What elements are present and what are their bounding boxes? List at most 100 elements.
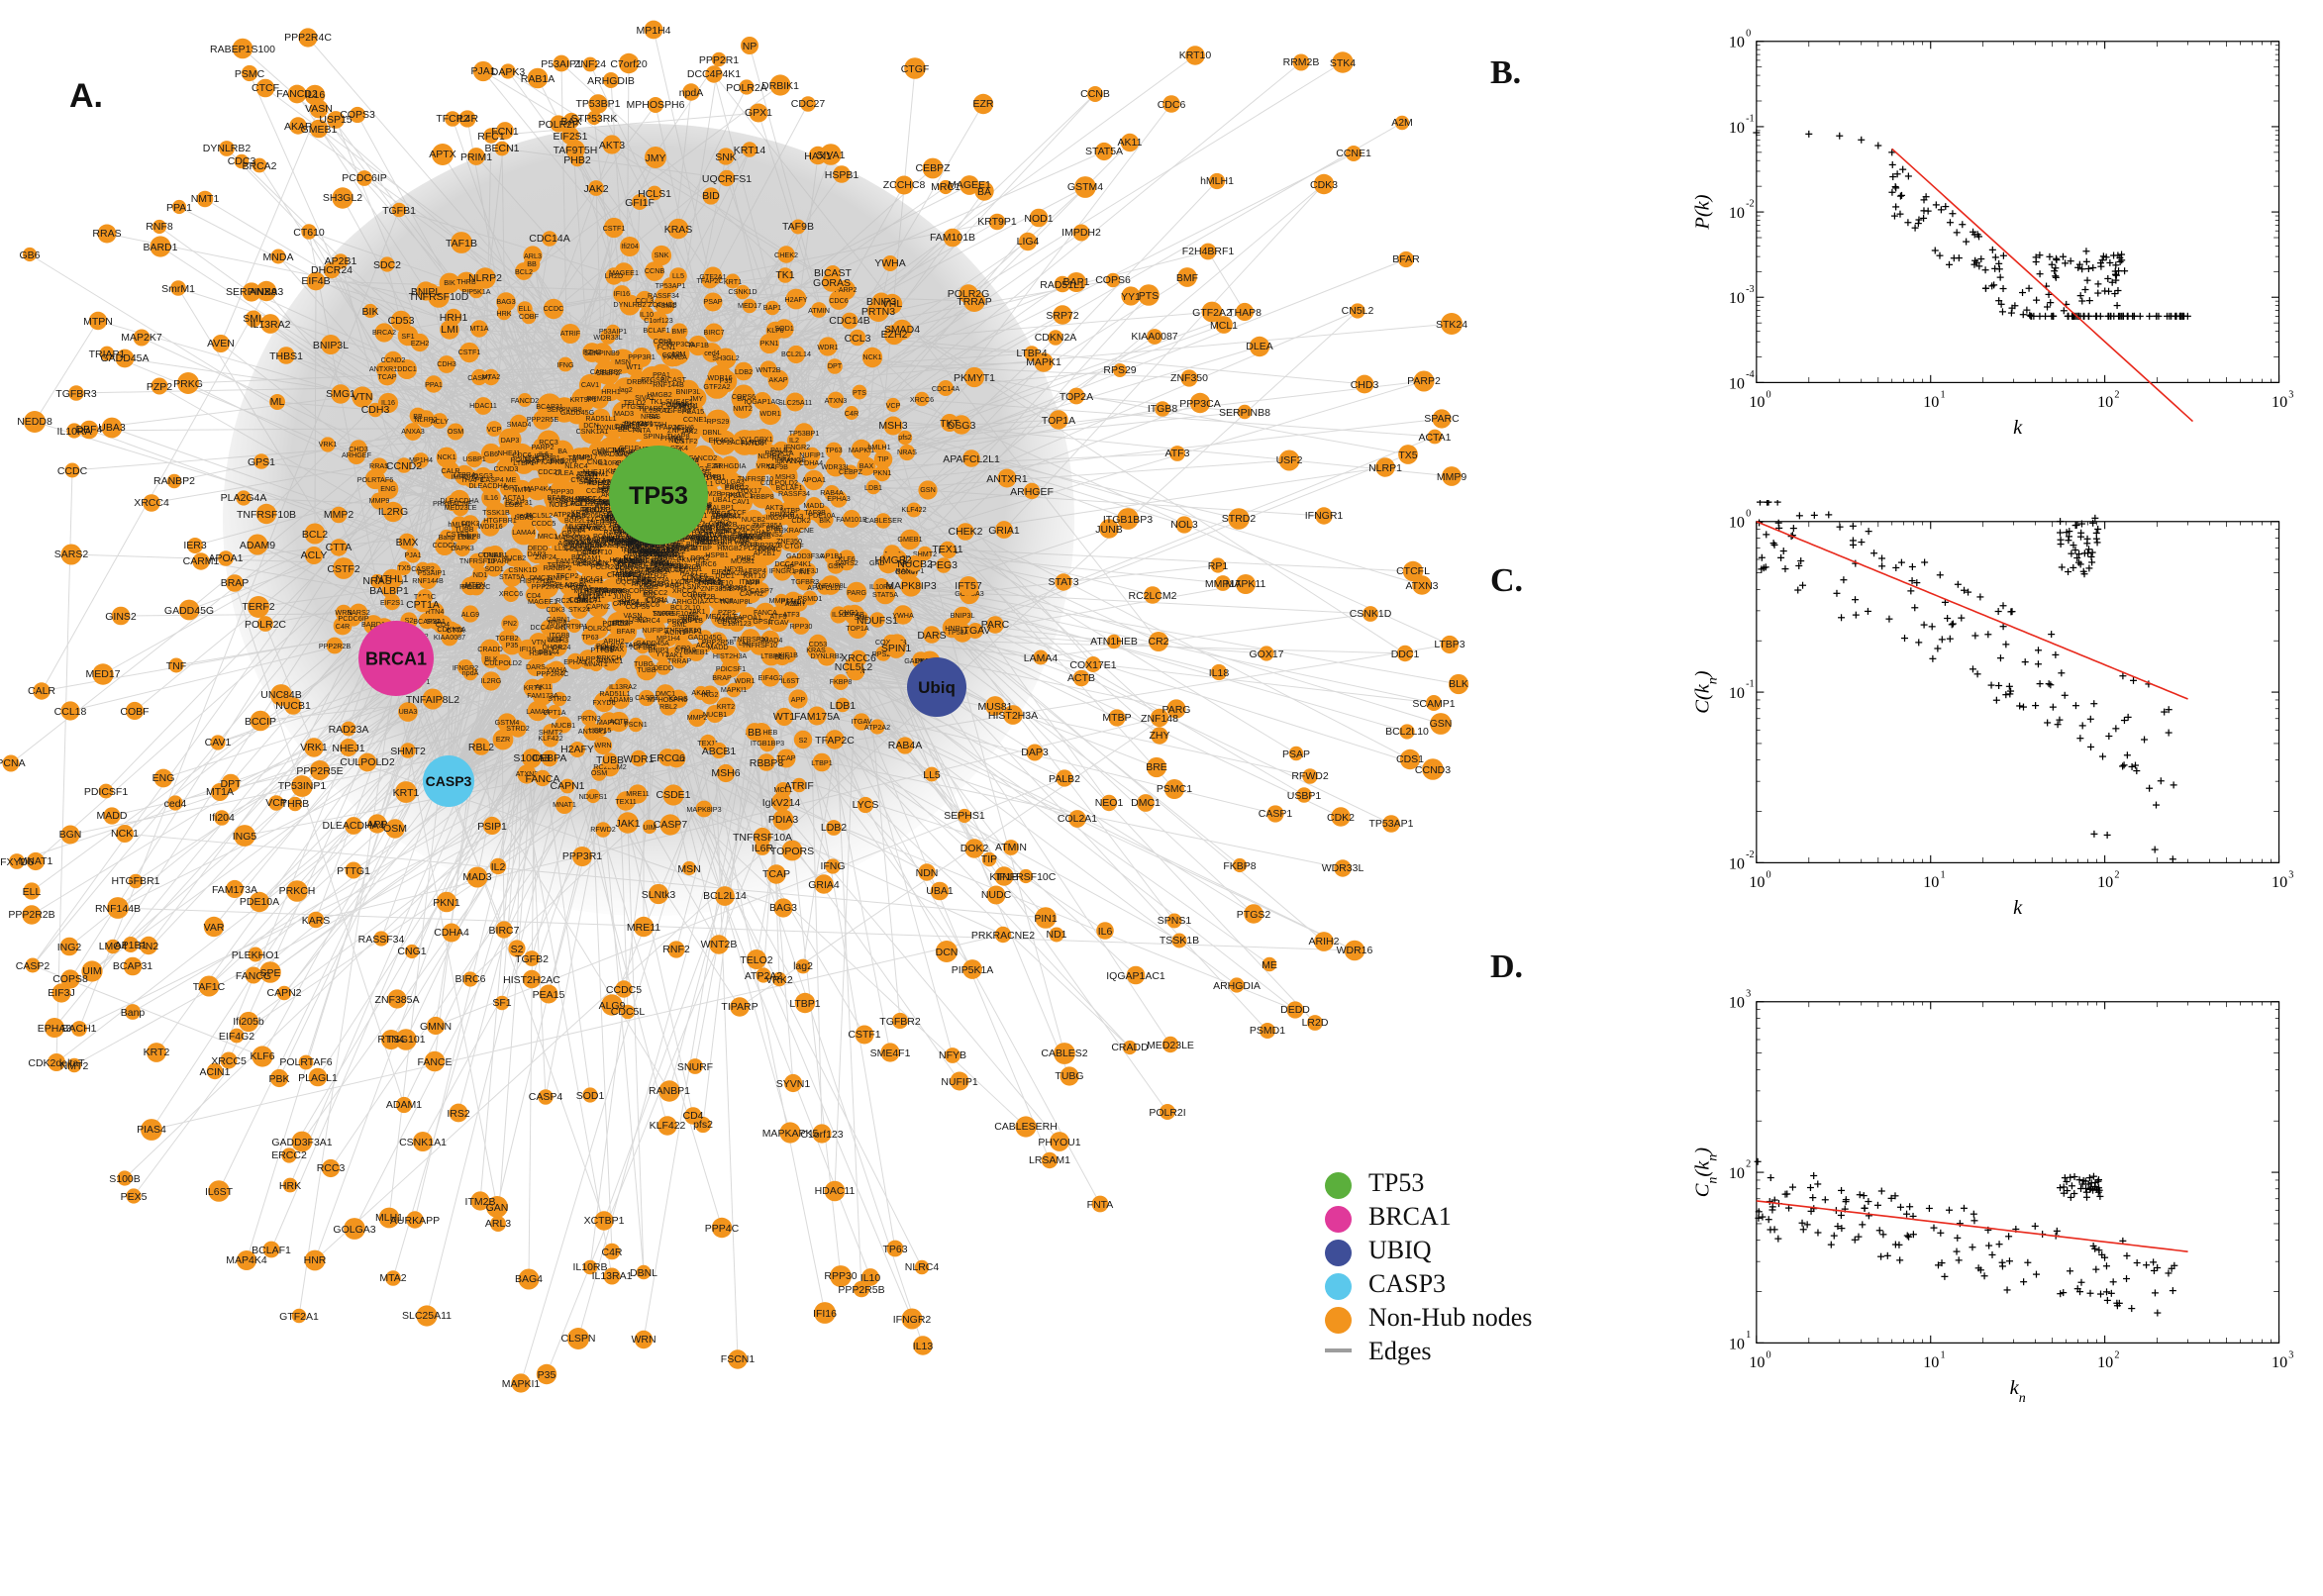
svg-text:SOD1: SOD1 [774, 324, 794, 333]
svg-text:GRIA4: GRIA4 [538, 648, 559, 656]
svg-text:FCN1: FCN1 [491, 126, 519, 138]
svg-text:PBK: PBK [268, 1073, 289, 1085]
svg-text:KLF422: KLF422 [538, 734, 562, 743]
svg-text:IL13RA2: IL13RA2 [609, 682, 637, 691]
svg-text:IL4R: IL4R [576, 559, 591, 568]
svg-text:DYNLRB2: DYNLRB2 [203, 143, 252, 154]
svg-text:PDIA3: PDIA3 [783, 512, 804, 521]
svg-text:EIF4B: EIF4B [564, 539, 584, 548]
svg-text:DBNL: DBNL [702, 428, 721, 437]
svg-text:RAB4A: RAB4A [820, 488, 844, 497]
svg-text:IFNGR2: IFNGR2 [893, 1314, 932, 1326]
svg-text:CTGF: CTGF [784, 542, 804, 550]
svg-text:BRAP: BRAP [712, 673, 732, 682]
svg-text:DAP3: DAP3 [501, 436, 520, 445]
svg-text:TNFRSF10: TNFRSF10 [653, 609, 688, 618]
svg-text:pfs2: pfs2 [898, 433, 912, 442]
svg-text:CULPOLD2: CULPOLD2 [484, 658, 522, 667]
svg-text:CASP7: CASP7 [750, 586, 773, 595]
svg-text:SH3GL2: SH3GL2 [694, 577, 722, 586]
svg-text:BIK: BIK [444, 278, 455, 287]
svg-text:FAM175A: FAM175A [794, 711, 840, 723]
svg-text:TK1: TK1 [775, 269, 794, 281]
svg-text:STRD2: STRD2 [548, 694, 571, 703]
svg-text:PPP2R1: PPP2R1 [577, 591, 605, 600]
svg-text:LTBP3: LTBP3 [1434, 639, 1464, 650]
svg-text:MED17: MED17 [85, 668, 120, 680]
svg-text:CEBPZ: CEBPZ [839, 467, 863, 476]
svg-text:PLA2G4A: PLA2G4A [744, 544, 775, 552]
svg-text:ATXN3: ATXN3 [825, 396, 848, 405]
svg-text:ITGB8: ITGB8 [550, 631, 570, 640]
svg-text:KLF6: KLF6 [838, 554, 855, 563]
svg-text:BNIP3L: BNIP3L [951, 611, 975, 620]
svg-text:MMP9: MMP9 [369, 496, 390, 505]
svg-text:TX5: TX5 [397, 563, 410, 572]
svg-text:GB6: GB6 [484, 449, 498, 458]
svg-text:MT1A: MT1A [469, 324, 488, 333]
svg-text:ARIH2: ARIH2 [1309, 936, 1340, 948]
svg-text:GTF2A2: GTF2A2 [703, 382, 730, 391]
svg-text:VRK2: VRK2 [757, 461, 775, 470]
svg-text:LTBP1: LTBP1 [789, 998, 820, 1010]
svg-text:LAMA4: LAMA4 [512, 528, 536, 537]
svg-text:PRKCH: PRKCH [596, 653, 621, 662]
svg-text:RPP30: RPP30 [824, 1270, 857, 1282]
svg-text:AKT3: AKT3 [599, 140, 625, 151]
svg-text:EIF3J: EIF3J [712, 567, 731, 576]
svg-text:C4R: C4R [336, 622, 350, 631]
svg-text:ANTXR1: ANTXR1 [578, 727, 606, 736]
svg-text:STK24: STK24 [568, 605, 590, 614]
svg-text:CDHA4: CDHA4 [434, 927, 469, 939]
svg-text:PJA1: PJA1 [404, 550, 421, 559]
svg-text:HDAC11: HDAC11 [815, 1185, 856, 1197]
svg-text:PTGS2: PTGS2 [1237, 909, 1271, 921]
svg-text:PTS: PTS [1139, 290, 1159, 302]
svg-text:ZNF385A: ZNF385A [753, 521, 783, 530]
svg-text:F2H4BRF1: F2H4BRF1 [560, 494, 596, 503]
svg-text:KRT9P1: KRT9P1 [977, 216, 1017, 228]
svg-text:NUFIP1: NUFIP1 [799, 450, 825, 459]
svg-text:CD53: CD53 [809, 640, 827, 648]
svg-text:ITGAV: ITGAV [767, 618, 788, 627]
svg-text:HTGFBR1: HTGFBR1 [483, 516, 517, 525]
svg-text:EZR: EZR [496, 735, 510, 744]
svg-text:KRT9P1: KRT9P1 [569, 395, 596, 404]
svg-text:TIP: TIP [877, 454, 888, 463]
svg-text:CRADD: CRADD [477, 645, 503, 653]
svg-text:NOD1: NOD1 [1024, 213, 1053, 225]
svg-text:IL2: IL2 [491, 861, 506, 873]
svg-text:VCP: VCP [886, 401, 901, 410]
svg-text:LTBP4: LTBP4 [454, 470, 474, 479]
svg-text:EZH2: EZH2 [411, 339, 429, 348]
svg-text:RFWD2: RFWD2 [590, 825, 616, 834]
svg-text:TP63: TP63 [581, 633, 598, 642]
svg-text:UQCRFS1: UQCRFS1 [616, 577, 650, 586]
svg-text:BAG3: BAG3 [496, 297, 515, 306]
svg-text:CASP1: CASP1 [1259, 808, 1293, 820]
svg-text:CALR: CALR [735, 438, 754, 447]
svg-text:WNT2B: WNT2B [756, 365, 780, 374]
svg-text:HRH1: HRH1 [601, 387, 621, 396]
svg-text:ATP2A2: ATP2A2 [554, 510, 579, 519]
svg-text:PCDC6IP: PCDC6IP [338, 614, 368, 623]
svg-text:CDC14A: CDC14A [932, 384, 960, 393]
svg-text:BAP1: BAP1 [763, 303, 781, 312]
svg-text:ANTXR1: ANTXR1 [369, 364, 397, 373]
svg-text:PDE10A: PDE10A [808, 511, 836, 520]
svg-text:MAGEE1: MAGEE1 [609, 268, 639, 277]
svg-text:KRT1: KRT1 [724, 277, 742, 286]
svg-text:NCK1: NCK1 [111, 828, 139, 840]
svg-text:KRT10: KRT10 [590, 548, 612, 556]
svg-text:C4R: C4R [601, 1247, 622, 1258]
svg-text:KIF1B: KIF1B [778, 650, 798, 659]
svg-text:WRN: WRN [594, 741, 611, 749]
svg-text:CCNE1: CCNE1 [683, 415, 707, 424]
svg-text:KARS: KARS [668, 694, 688, 703]
svg-text:NCK1: NCK1 [862, 352, 881, 361]
svg-text:MTA2: MTA2 [482, 372, 501, 381]
svg-text:TNF: TNF [615, 566, 630, 575]
svg-text:BCLAF1: BCLAF1 [643, 326, 669, 335]
svg-text:DEDD: DEDD [654, 663, 673, 672]
svg-text:CDK3: CDK3 [460, 519, 479, 528]
